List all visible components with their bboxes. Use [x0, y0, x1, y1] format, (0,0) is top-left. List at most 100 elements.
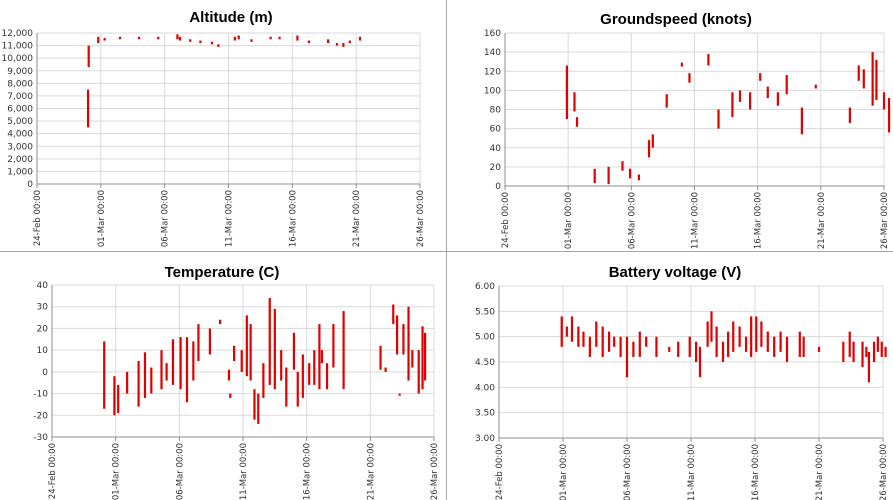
temperature-data-segment [208, 328, 211, 355]
altitude-data-segment [278, 36, 281, 40]
altitude-ytick-label: 3,000 [7, 142, 33, 152]
altitude-data-segment [189, 39, 192, 42]
battery-chart: 3.00 3.50 4.00 4.50 5.00 5.50 6.00 24-Feb 00:00… [475, 264, 889, 500]
groundspeed-data-segment [637, 174, 641, 181]
battery-data-segment [817, 346, 821, 352]
temperature-ytick-label: 20 [37, 324, 49, 334]
groundspeed-data-segment [651, 134, 654, 148]
battery-data-segment [884, 346, 887, 357]
battery-data-segment [588, 336, 591, 357]
battery-ytick-label: 5.00 [475, 333, 495, 343]
battery-ytick-label: 3.50 [475, 409, 495, 419]
battery-data-segment [852, 341, 855, 362]
temperature-data-segment [308, 363, 311, 385]
battery-data-segment [619, 336, 622, 357]
battery-xtick-label: 11-Mar 00:00 [687, 444, 697, 500]
altitude-data-segment [138, 36, 141, 40]
temperature-ytick-label: 10 [37, 346, 49, 356]
temperature-data-segment [285, 367, 288, 407]
battery-data-segment [565, 326, 568, 337]
battery-data-segment [760, 321, 763, 347]
groundspeed-ytick-label: 100 [484, 86, 501, 96]
altitude-data-segment [250, 39, 253, 42]
temperature-data-segment [160, 350, 163, 390]
temperature-data-segment [384, 367, 387, 372]
temperature-data-segment [245, 315, 248, 377]
temperature-data-segment [417, 350, 420, 394]
temperature-data-segment [150, 367, 153, 394]
altitude-data-segment [269, 36, 272, 40]
temperature-data-segment [137, 361, 140, 407]
groundspeed-xtick-label: 24-Feb 00:00 [501, 192, 511, 248]
temperature-data-segment [402, 324, 405, 355]
battery-data-segment [802, 336, 805, 357]
battery-data-segment [727, 331, 730, 357]
groundspeed-ytick-label: 60 [490, 125, 502, 135]
groundspeed-data-segment [882, 92, 886, 110]
groundspeed-data-segment [647, 140, 651, 158]
groundspeed-data-segment [688, 73, 691, 83]
temperature-ytick-label: 40 [37, 281, 49, 291]
groundspeed-data-segment [776, 92, 779, 106]
altitude-data-segment [326, 39, 330, 44]
battery-xtick-label: 01-Mar 00:00 [559, 444, 569, 500]
temperature-data-segment [117, 384, 120, 414]
groundspeed-chart: 0 20 40 60 80 100 120 140 160 24-Feb 00:00 01-Mar … [484, 11, 891, 249]
battery-data-segment [865, 346, 868, 357]
altitude-ytick-label: 11,000 [2, 42, 34, 52]
altitude-data-segment [237, 35, 240, 40]
temperature-data-segment [421, 326, 424, 390]
battery-ytick-label: 6.00 [475, 282, 495, 292]
groundspeed-xtick-label: 26-Mar 00:00 [880, 192, 890, 249]
temperature-data-segment [262, 363, 265, 398]
altitude-data-segment [210, 41, 214, 45]
battery-data-segment [773, 336, 776, 357]
altitude-xtick-label: 16-Mar 00:00 [288, 190, 298, 247]
groundspeed-data-segment [887, 98, 891, 133]
temperature-chart-title: Temperature (C) [165, 264, 280, 281]
groundspeed-data-segment [621, 161, 624, 171]
battery-data-segment [710, 311, 713, 342]
altitude-data-segment [307, 40, 311, 44]
altitude-chart-panel: 0 1,000 2,000 3,000 4,000 5,000 6,000 7,000 8,00… [0, 0, 446, 251]
temperature-data-segment [423, 332, 427, 381]
temperature-data-segment [411, 350, 414, 368]
groundspeed-data-segment [607, 166, 610, 185]
battery-data-segment [570, 316, 574, 342]
groundspeed-data-segment [680, 62, 683, 67]
temperature-data-segment [229, 393, 232, 398]
groundspeed-data-segment [748, 92, 752, 110]
battery-data-segment [695, 341, 698, 362]
altitude-data-segment [97, 36, 100, 44]
groundspeed-data-segment [759, 73, 762, 81]
temperature-data-segment [171, 339, 175, 385]
groundspeed-data-segment [857, 65, 860, 81]
altitude-ytick-label: 7,000 [7, 92, 33, 102]
altitude-ytick-label: 9,000 [7, 67, 33, 77]
altitude-ytick-label: 0 [27, 180, 33, 190]
groundspeed-data-segment [766, 86, 769, 99]
battery-data-segment [715, 326, 718, 357]
groundspeed-ytick-label: 120 [484, 67, 501, 77]
temperature-data-segment [268, 298, 271, 385]
temperature-data-segment [379, 345, 382, 370]
battery-ytick-label: 4.50 [475, 358, 495, 368]
battery-data-segment [744, 336, 748, 352]
groundspeed-data-segment [738, 90, 742, 102]
groundspeed-ytick-label: 80 [490, 106, 502, 116]
temperature-data-segment [227, 369, 231, 381]
temperature-xtick-label: 01-Mar 00:00 [112, 443, 122, 500]
altitude-ytick-label: 5,000 [7, 117, 33, 127]
battery-xtick-label: 16-Mar 00:00 [751, 444, 761, 500]
battery-data-segment [785, 336, 789, 362]
temperature-data-segment [197, 324, 200, 361]
temperature-xtick-label: 06-Mar 00:00 [175, 443, 185, 500]
groundspeed-ytick-label: 160 [484, 29, 501, 39]
temperature-xtick-label: 21-Mar 00:00 [366, 443, 376, 500]
temperature-data-segment [280, 350, 283, 381]
groundspeed-data-segment [800, 107, 803, 135]
groundspeed-chart-title: Groundspeed (knots) [600, 11, 752, 28]
temperature-data-segment [103, 341, 106, 409]
altitude-ytick-label: 8,000 [7, 79, 33, 89]
temperature-data-segment [240, 350, 243, 372]
